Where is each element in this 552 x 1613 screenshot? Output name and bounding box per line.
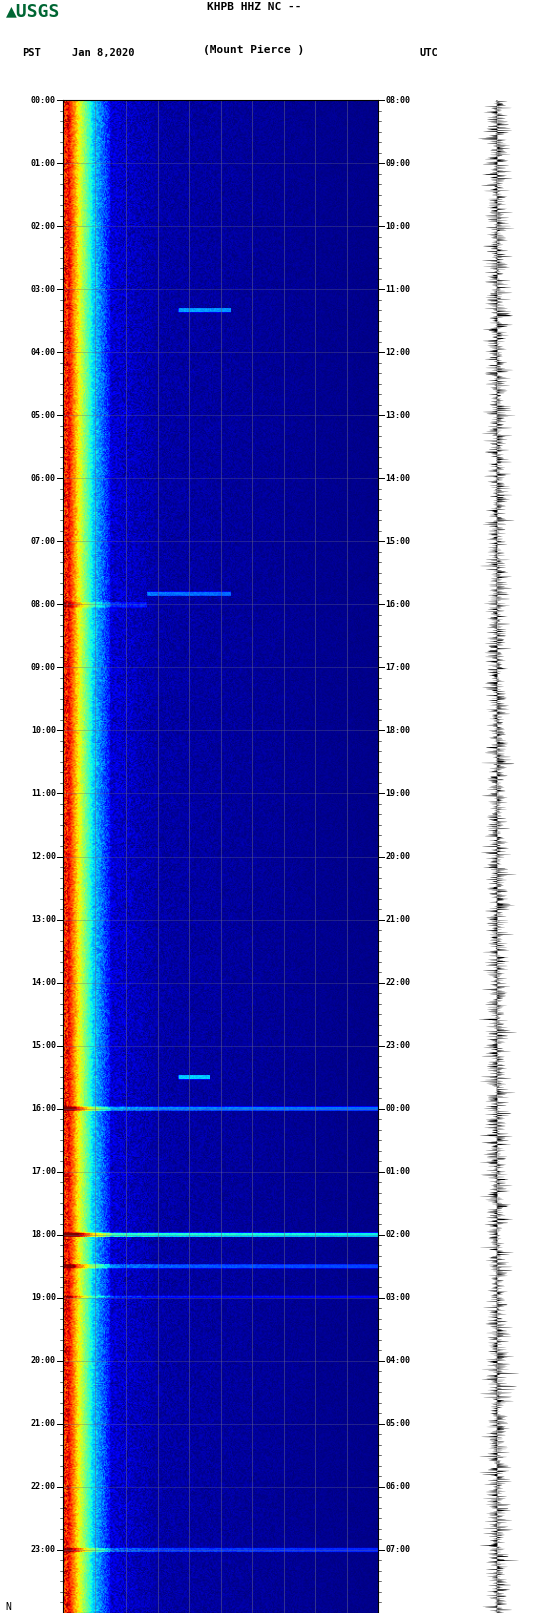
- Text: 13:00: 13:00: [31, 915, 56, 924]
- Text: 14:00: 14:00: [31, 977, 56, 987]
- Text: PST: PST: [22, 48, 41, 58]
- Text: 08:00: 08:00: [31, 600, 56, 608]
- Text: 16:00: 16:00: [31, 1105, 56, 1113]
- Text: 02:00: 02:00: [31, 221, 56, 231]
- Text: 23:00: 23:00: [31, 1545, 56, 1555]
- Text: 01:00: 01:00: [386, 1168, 411, 1176]
- Text: 09:00: 09:00: [386, 158, 411, 168]
- Text: 14:00: 14:00: [386, 474, 411, 482]
- Text: 23:00: 23:00: [386, 1040, 411, 1050]
- Text: 03:00: 03:00: [31, 284, 56, 294]
- Text: 15:00: 15:00: [31, 1040, 56, 1050]
- Text: 04:00: 04:00: [386, 1357, 411, 1365]
- Text: 16:00: 16:00: [386, 600, 411, 608]
- Text: (Mount Pierce ): (Mount Pierce ): [203, 45, 305, 55]
- Text: 10:00: 10:00: [386, 221, 411, 231]
- Text: 03:00: 03:00: [386, 1294, 411, 1302]
- Text: 11:00: 11:00: [386, 284, 411, 294]
- Text: 12:00: 12:00: [386, 348, 411, 356]
- Text: 15:00: 15:00: [386, 537, 411, 545]
- Text: 09:00: 09:00: [31, 663, 56, 673]
- Text: 11:00: 11:00: [31, 789, 56, 798]
- Text: KHPB HHZ NC --: KHPB HHZ NC --: [206, 2, 301, 11]
- Text: 07:00: 07:00: [31, 537, 56, 545]
- Text: 21:00: 21:00: [31, 1419, 56, 1429]
- Text: 21:00: 21:00: [386, 915, 411, 924]
- Text: 19:00: 19:00: [31, 1294, 56, 1302]
- Text: Jan 8,2020: Jan 8,2020: [72, 48, 134, 58]
- Text: 10:00: 10:00: [31, 726, 56, 736]
- Text: 00:00: 00:00: [386, 1105, 411, 1113]
- Text: 20:00: 20:00: [31, 1357, 56, 1365]
- Text: 00:00: 00:00: [31, 95, 56, 105]
- Text: UTC: UTC: [420, 48, 438, 58]
- Text: 19:00: 19:00: [386, 789, 411, 798]
- Text: 17:00: 17:00: [31, 1168, 56, 1176]
- Text: 01:00: 01:00: [31, 158, 56, 168]
- Text: 17:00: 17:00: [386, 663, 411, 673]
- Text: 02:00: 02:00: [386, 1231, 411, 1239]
- Text: 06:00: 06:00: [386, 1482, 411, 1492]
- Text: 06:00: 06:00: [31, 474, 56, 482]
- Text: 22:00: 22:00: [386, 977, 411, 987]
- Text: 05:00: 05:00: [386, 1419, 411, 1429]
- Text: 04:00: 04:00: [31, 348, 56, 356]
- Text: 20:00: 20:00: [386, 852, 411, 861]
- Text: 13:00: 13:00: [386, 411, 411, 419]
- Text: 07:00: 07:00: [386, 1545, 411, 1555]
- Text: 18:00: 18:00: [31, 1231, 56, 1239]
- Text: 08:00: 08:00: [386, 95, 411, 105]
- Text: N: N: [6, 1602, 12, 1611]
- Text: 05:00: 05:00: [31, 411, 56, 419]
- Text: 12:00: 12:00: [31, 852, 56, 861]
- Text: ▲USGS: ▲USGS: [6, 2, 60, 19]
- Text: 18:00: 18:00: [386, 726, 411, 736]
- Text: 22:00: 22:00: [31, 1482, 56, 1492]
